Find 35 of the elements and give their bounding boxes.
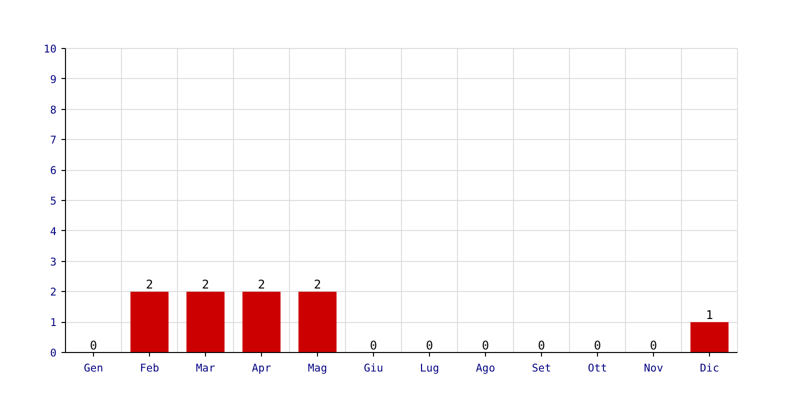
y-tick-label: 5 (50, 194, 57, 208)
y-tick-label: 2 (50, 286, 57, 299)
data-label: 2 (314, 278, 322, 292)
x-tick-label: Apr (252, 362, 272, 374)
data-label: 0 (370, 338, 378, 352)
y-tick-label: 3 (50, 255, 57, 268)
data-label: 0 (594, 338, 602, 352)
data-label: 0 (482, 338, 490, 352)
y-tick-label: 9 (50, 72, 57, 86)
x-tick-label: Giu (364, 362, 384, 374)
data-label: 0 (426, 338, 434, 352)
x-tick-label: Feb (140, 362, 160, 374)
data-label: 0 (90, 338, 98, 352)
y-tick-label: 10 (44, 42, 57, 56)
data-label: 2 (258, 278, 266, 292)
x-tick-label: Nov (644, 362, 664, 374)
data-label: 2 (146, 278, 154, 292)
y-tick-label: 6 (50, 164, 57, 178)
x-tick-label: Mar (196, 362, 216, 374)
y-tick-label: 1 (50, 316, 57, 330)
data-label: 0 (538, 338, 546, 352)
x-tick-label: Dic (700, 362, 720, 374)
x-tick-label: Set (532, 362, 552, 374)
x-tick-label: Ott (588, 362, 608, 374)
data-label: 1 (706, 308, 714, 322)
y-tick-label: 8 (50, 103, 57, 116)
x-tick-label: Lug (420, 362, 440, 374)
data-label: 0 (650, 338, 658, 352)
data-label: 2 (202, 278, 210, 292)
x-tick-label: Gen (84, 362, 104, 374)
x-tick-label: Mag (308, 362, 328, 374)
y-tick-label: 4 (50, 224, 57, 238)
y-tick-label: 7 (50, 134, 57, 147)
y-tick-label: 0 (50, 346, 57, 360)
x-tick-label: Ago (476, 362, 496, 374)
